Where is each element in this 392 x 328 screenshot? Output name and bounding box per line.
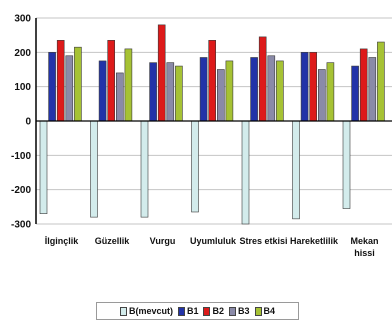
- legend-item: B3: [229, 306, 250, 316]
- bar-b3: [217, 69, 225, 122]
- bar-b3: [267, 55, 276, 122]
- bar-b2: [56, 40, 65, 122]
- bar-b2: [107, 40, 115, 122]
- bar-b-mevcut-: [90, 120, 98, 218]
- bar-b4: [124, 48, 133, 122]
- legend-label: B3: [238, 306, 250, 316]
- bar-b-mevcut-: [342, 120, 351, 209]
- y-tick-label: 100: [14, 82, 31, 93]
- bars: [39, 24, 385, 225]
- bar-b1: [351, 65, 359, 122]
- y-tick-label: -100: [11, 151, 31, 162]
- x-tick-label: Mekan hissi: [350, 236, 378, 258]
- y-tick-label: -300: [11, 220, 31, 231]
- bar-b1: [149, 62, 157, 122]
- bar-b1: [48, 52, 56, 122]
- x-axis-labels: İlginçlik Güzellik Vurgu Uyumluluk Stres etk…: [45, 236, 379, 258]
- bar-b2: [309, 52, 318, 122]
- bar-b2: [157, 24, 166, 122]
- y-tick-label: 300: [14, 14, 31, 25]
- bar-b4: [225, 60, 234, 122]
- legend-label: B(mevcut): [128, 306, 173, 316]
- legend-swatch: [177, 306, 185, 316]
- bar-b1: [300, 52, 309, 122]
- bar-b4: [175, 65, 183, 122]
- y-tick-label: -200: [11, 185, 31, 196]
- legend-swatch: [229, 306, 236, 316]
- legend-swatch: [119, 306, 127, 316]
- bar-b4: [276, 60, 284, 122]
- bar-b-mevcut-: [292, 120, 300, 220]
- x-tick-label: Hareketlilik: [290, 236, 339, 246]
- bar-b1: [199, 57, 208, 122]
- bar-b2: [208, 40, 216, 122]
- y-tick-label: 0: [25, 117, 31, 128]
- bar-chart: -300 -200 -100 0 100 200 300 İlginçlik Güzellik…: [11, 14, 392, 258]
- x-tick-label: Güzellik: [95, 236, 131, 246]
- legend-item: B4: [254, 306, 276, 316]
- legend-swatch: [203, 306, 211, 316]
- y-axis-ticks: -300 -200 -100 0 100 200 300: [11, 14, 31, 231]
- x-tick-label: İlginçlik: [45, 236, 80, 246]
- x-tick-label: Uyumluluk: [190, 236, 237, 246]
- axes: [35, 18, 392, 224]
- bar-b-mevcut-: [191, 120, 199, 213]
- bar-b3: [317, 69, 326, 122]
- bar-b2: [359, 48, 368, 122]
- bar-b4: [377, 41, 385, 122]
- legend-item: B1: [177, 306, 199, 316]
- bar-b4: [74, 46, 82, 122]
- bar-b3: [65, 55, 74, 122]
- bar-b4: [326, 62, 335, 122]
- bar-b3: [116, 72, 124, 122]
- legend-swatch: [254, 306, 262, 316]
- legend: B(mevcut) B1 B2 B3 B4: [96, 302, 299, 320]
- legend-item: B(mevcut): [119, 306, 173, 316]
- x-tick-label: Vurgu: [150, 236, 176, 246]
- bar-b-mevcut-: [140, 120, 149, 218]
- bar-b-mevcut-: [241, 120, 250, 225]
- bar-b-mevcut-: [39, 120, 48, 214]
- legend-item: B2: [203, 306, 224, 316]
- legend-label: B2: [212, 306, 224, 316]
- bar-b1: [98, 60, 107, 122]
- legend-label: B4: [263, 306, 276, 316]
- bar-b1: [250, 57, 258, 122]
- x-tick-label: Stres etkisi: [239, 236, 287, 246]
- y-tick-label: 200: [14, 48, 31, 59]
- bar-b3: [368, 57, 377, 122]
- bar-b3: [166, 62, 175, 122]
- legend-label: B1: [186, 306, 199, 316]
- bar-b2: [258, 36, 267, 122]
